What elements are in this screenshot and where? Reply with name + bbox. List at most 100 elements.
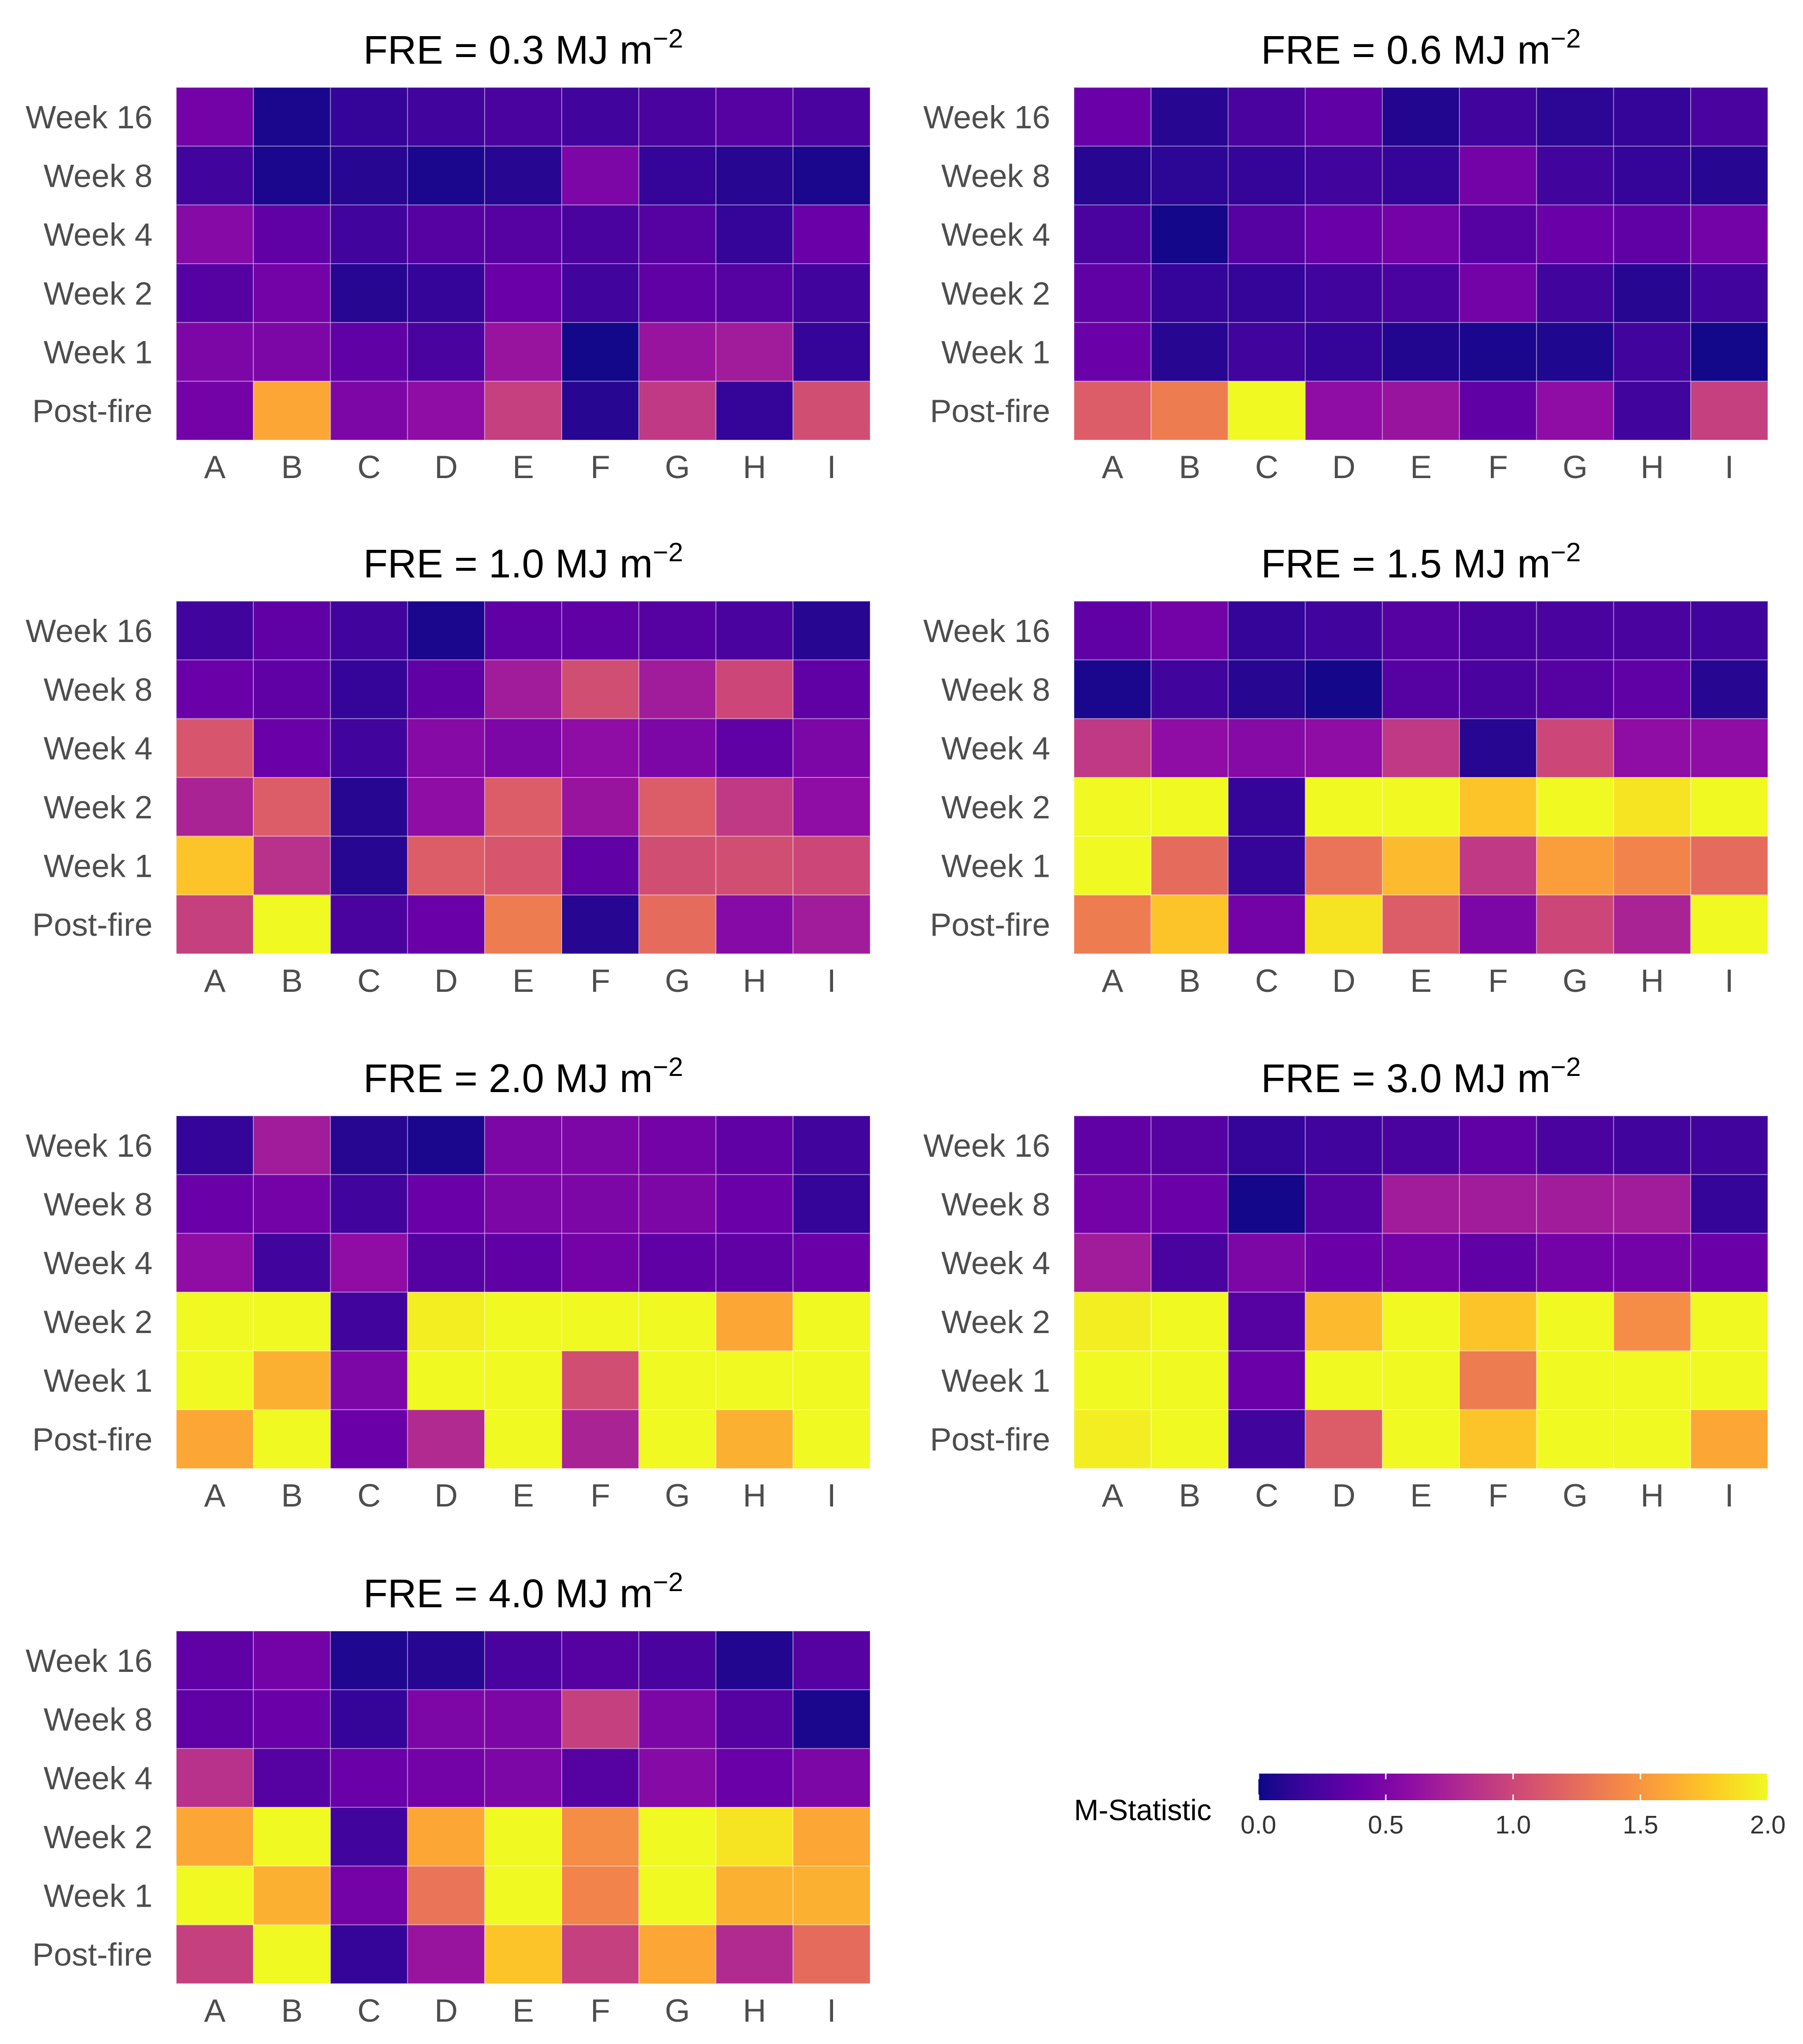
heatmap-cell [715,601,794,661]
heatmap-cell [1074,1233,1152,1293]
heatmap-cell [407,204,485,265]
heatmap-cell [1613,894,1691,955]
heatmap-cell [1228,835,1306,896]
heatmap-cell [176,601,254,661]
heatmap-panel: FRE = 2.0 MJ m−2 Week 16 Week 8 Week 4 Week … [26,1052,871,1514]
heatmap-cell [330,601,408,661]
heatmap-cell [484,145,563,206]
heatmap-cell [1074,1350,1152,1411]
x-tick-label: A [204,963,226,999]
heatmap-cell [638,894,717,955]
heatmap-cell [176,87,254,147]
heatmap-cell [1536,204,1614,265]
heatmap-cell [407,601,485,661]
heatmap-cell [407,1292,485,1352]
heatmap-cell [1381,87,1460,147]
heatmap-cell [330,1748,408,1808]
heatmap-cell [1151,601,1229,661]
heatmap-cell [253,1409,331,1469]
heatmap-cell [1381,1174,1460,1234]
heatmap-cell [638,1292,717,1352]
heatmap-cell [330,1233,408,1293]
x-tick-label: H [743,963,766,999]
heatmap-cell [1536,1292,1614,1352]
heatmap-cell [561,1233,640,1293]
panel-title-text: FRE = 1.0 MJ m [364,541,653,586]
heatmap-cell [1690,1409,1769,1469]
y-tick-label: Week 4 [44,1245,153,1281]
heatmap-cell [1459,381,1537,441]
heatmap-cell [1304,1174,1383,1234]
heatmap-cell [638,601,717,661]
heatmap-cell [253,1865,331,1926]
heatmap-cell [1536,894,1614,955]
heatmap-cell [638,204,717,265]
heatmap-cell [1151,381,1229,441]
heatmap-cell [638,263,717,323]
x-tick-label: D [1332,1478,1355,1514]
heatmap-cell [330,1174,408,1234]
heatmap-cell [715,1631,794,1690]
y-tick-label: Week 2 [941,789,1050,825]
heatmap-cell [561,894,640,955]
y-tick-label: Post-fire [930,393,1050,429]
heatmap-cell [330,263,408,323]
heatmap-cell [792,204,871,265]
heatmap-cell [484,204,563,265]
heatmap-cell [176,659,254,720]
heatmap-cell [176,1174,254,1234]
heatmap-cell [1228,659,1306,720]
heatmap-cell [407,1174,485,1234]
heatmap-cell [253,1689,331,1749]
panel-title-text: FRE = 0.3 MJ m [364,28,653,72]
heatmap-cell [1304,322,1383,382]
heatmap-cell [1151,835,1229,896]
heatmap-cell [1074,777,1152,837]
legend-title: M-Statistic [1074,1794,1211,1827]
heatmap-panel: FRE = 1.5 MJ m−2 Week 16 Week 8 Week 4 Week … [923,537,1769,999]
heatmap-cell [1381,381,1460,441]
y-tick-label: Week 1 [44,1363,153,1399]
heatmap-cell [1151,718,1229,778]
heatmap-panel: FRE = 3.0 MJ m−2 Week 16 Week 8 Week 4 Week … [923,1052,1769,1514]
heatmap-cell [1074,659,1152,720]
heatmap-cell [1613,204,1691,265]
heatmap-cell [1690,263,1769,323]
x-tick-label: A [204,449,226,485]
x-tick-label: D [434,1478,458,1514]
heatmap-cell [484,1233,563,1293]
heatmap-cell [1074,894,1152,955]
heatmap-cell [792,322,871,382]
y-tick-label: Week 8 [941,1187,1050,1223]
heatmap-cell [253,1174,331,1234]
panel-title: FRE = 0.6 MJ m−2 [1261,23,1581,72]
heatmap-cell [715,145,794,206]
heatmap-cell [1536,835,1614,896]
heatmap-cell [561,1292,640,1352]
heatmap-cell [1690,835,1769,896]
heatmap-cell [715,1807,794,1867]
heatmap-cell [1304,381,1383,441]
heatmap-cell [1074,835,1152,896]
heatmap-cell [561,322,640,382]
heatmap-cell [484,1350,563,1411]
heatmap-cell [715,1689,794,1749]
heatmap-cell [561,204,640,265]
heatmap-cell [638,1174,717,1234]
panel-title-superscript: −2 [653,1052,683,1082]
heatmap-cell [1074,322,1152,382]
heatmap-cell [253,87,331,147]
heatmap-cell [1459,659,1537,720]
x-tick-label: I [827,963,836,999]
heatmap-cell [253,894,331,955]
heatmap-cell [638,1631,717,1690]
heatmap-cell [1690,1115,1769,1175]
heatmap-cell [1304,1292,1383,1352]
heatmap-cell [792,1409,871,1469]
heatmap-cell [1459,204,1537,265]
x-tick-label: E [512,1993,534,2029]
panel-title: FRE = 2.0 MJ m−2 [364,1052,683,1101]
panel-title-text: FRE = 1.5 MJ m [1261,541,1551,586]
heatmap-cell [330,204,408,265]
y-tick-label: Post-fire [32,393,153,429]
